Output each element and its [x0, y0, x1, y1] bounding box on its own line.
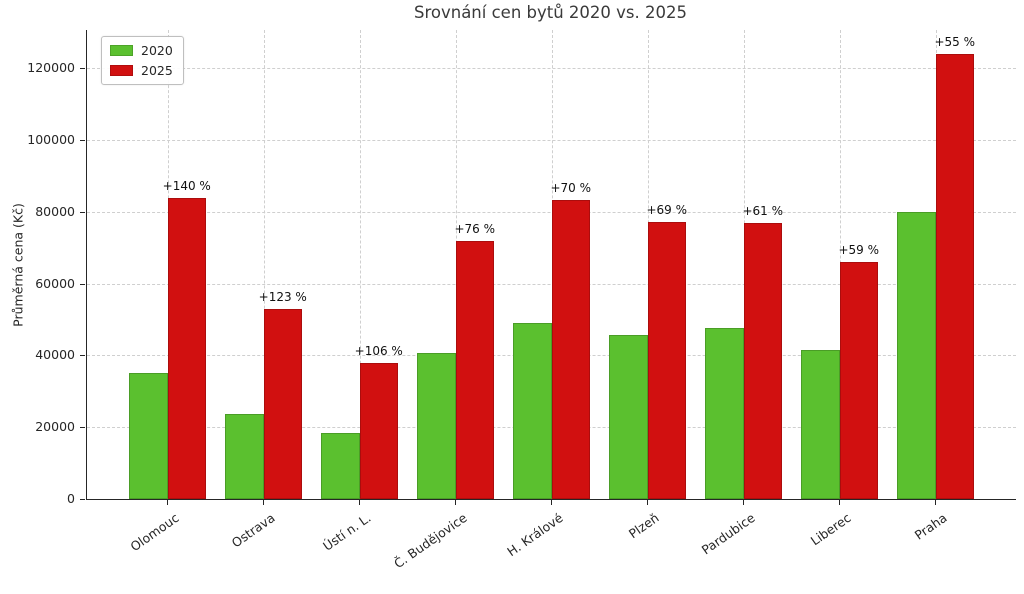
x-tick-mark: [262, 500, 264, 505]
x-tick-label-Pardubice: Pardubice: [698, 510, 758, 558]
annotation-pct-Liberec: +59 %: [838, 243, 880, 258]
x-tick-label-Olomouc: Olomouc: [126, 510, 182, 555]
bar-2020-Ostrava: [225, 413, 264, 499]
bar-2020-H. Králové: [513, 323, 552, 499]
annotation-pct-Č. Budějovice: +76 %: [454, 222, 496, 237]
x-tick-label-Ústí n. L.: Ústí n. L.: [319, 510, 374, 554]
y-tick-mark: [80, 355, 85, 357]
x-tick-mark: [454, 500, 456, 505]
x-tick-mark: [646, 500, 648, 505]
annotation-pct-Pardubice: +61 %: [742, 204, 784, 219]
gridline-vertical: [359, 30, 361, 499]
y-tick-label: 40000: [35, 347, 75, 363]
bar-2020-Ústí n. L.: [321, 432, 360, 499]
y-tick-label: 60000: [35, 275, 75, 291]
bar-2025-Olomouc: [167, 197, 206, 499]
legend-entry-2025: 2025: [110, 63, 173, 78]
bar-2020-Plzeň: [609, 335, 648, 499]
x-tick-label-Plzeň: Plzeň: [625, 510, 662, 542]
bar-2020-Olomouc: [129, 373, 168, 499]
y-tick-mark: [80, 499, 85, 500]
y-tick-mark: [80, 283, 85, 285]
annotation-pct-H. Králové: +70 %: [550, 181, 592, 196]
legend-swatch-2025: [110, 65, 133, 76]
x-tick-label-Praha: Praha: [911, 510, 950, 543]
annotation-pct-Praha: +55 %: [934, 35, 976, 50]
chart-title: Srovnání cen bytů 2020 vs. 2025: [413, 3, 688, 22]
legend-label-2025: 2025: [141, 63, 173, 78]
y-tick-mark: [80, 427, 85, 429]
x-tick-mark: [934, 500, 936, 505]
bar-2025-Ústí n. L.: [359, 363, 398, 499]
plot-area: 2020 2025 +140 % +123 % +106 % +76 % +70 % +6…: [86, 30, 1016, 500]
bar-2020-Liberec: [801, 350, 840, 499]
x-tick-mark: [742, 500, 744, 505]
bar-2025-Ostrava: [263, 308, 302, 499]
legend-entry-2020: 2020: [110, 43, 173, 58]
bar-2020-Pardubice: [705, 327, 744, 499]
y-tick-label: 0: [67, 491, 75, 506]
bar-2025-H. Králové: [551, 200, 590, 499]
bar-2025-Praha: [935, 54, 974, 499]
bar-2020-Č. Budějovice: [417, 352, 456, 499]
y-tick-mark: [80, 68, 85, 70]
bar-2025-Č. Budějovice: [455, 241, 494, 499]
annotation-pct-Ústí n. L.: +106 %: [354, 344, 403, 359]
y-axis-label: Průměrná cena (Kč): [10, 203, 26, 327]
y-tick-label: 120000: [27, 60, 75, 76]
legend-swatch-2020: [110, 45, 133, 56]
annotation-pct-Plzeň: +69 %: [646, 203, 688, 218]
x-tick-label-Ostrava: Ostrava: [228, 510, 278, 551]
x-tick-mark: [358, 500, 360, 505]
legend: 2020 2025: [101, 36, 184, 85]
legend-label-2020: 2020: [141, 43, 173, 58]
x-tick-mark: [166, 500, 168, 505]
bar-2025-Plzeň: [647, 222, 686, 499]
x-tick-mark: [550, 500, 552, 505]
y-tick-label: 80000: [35, 203, 75, 219]
bar-2020-Praha: [897, 211, 936, 499]
x-tick-label-Č. Budějovice: Č. Budějovice: [390, 510, 470, 572]
y-tick-label: 100000: [27, 132, 75, 148]
bar-2025-Pardubice: [743, 223, 782, 499]
annotation-pct-Olomouc: +140 %: [162, 178, 211, 193]
annotation-pct-Ostrava: +123 %: [258, 289, 307, 304]
x-tick-mark: [838, 500, 840, 505]
y-tick-label: 20000: [35, 419, 75, 435]
x-tick-label-H. Králové: H. Králové: [503, 510, 566, 560]
y-tick-mark: [80, 211, 85, 213]
bar-2025-Liberec: [839, 262, 878, 499]
x-tick-label-Liberec: Liberec: [807, 510, 854, 549]
y-tick-mark: [80, 140, 85, 142]
gridline-vertical: [263, 30, 265, 499]
